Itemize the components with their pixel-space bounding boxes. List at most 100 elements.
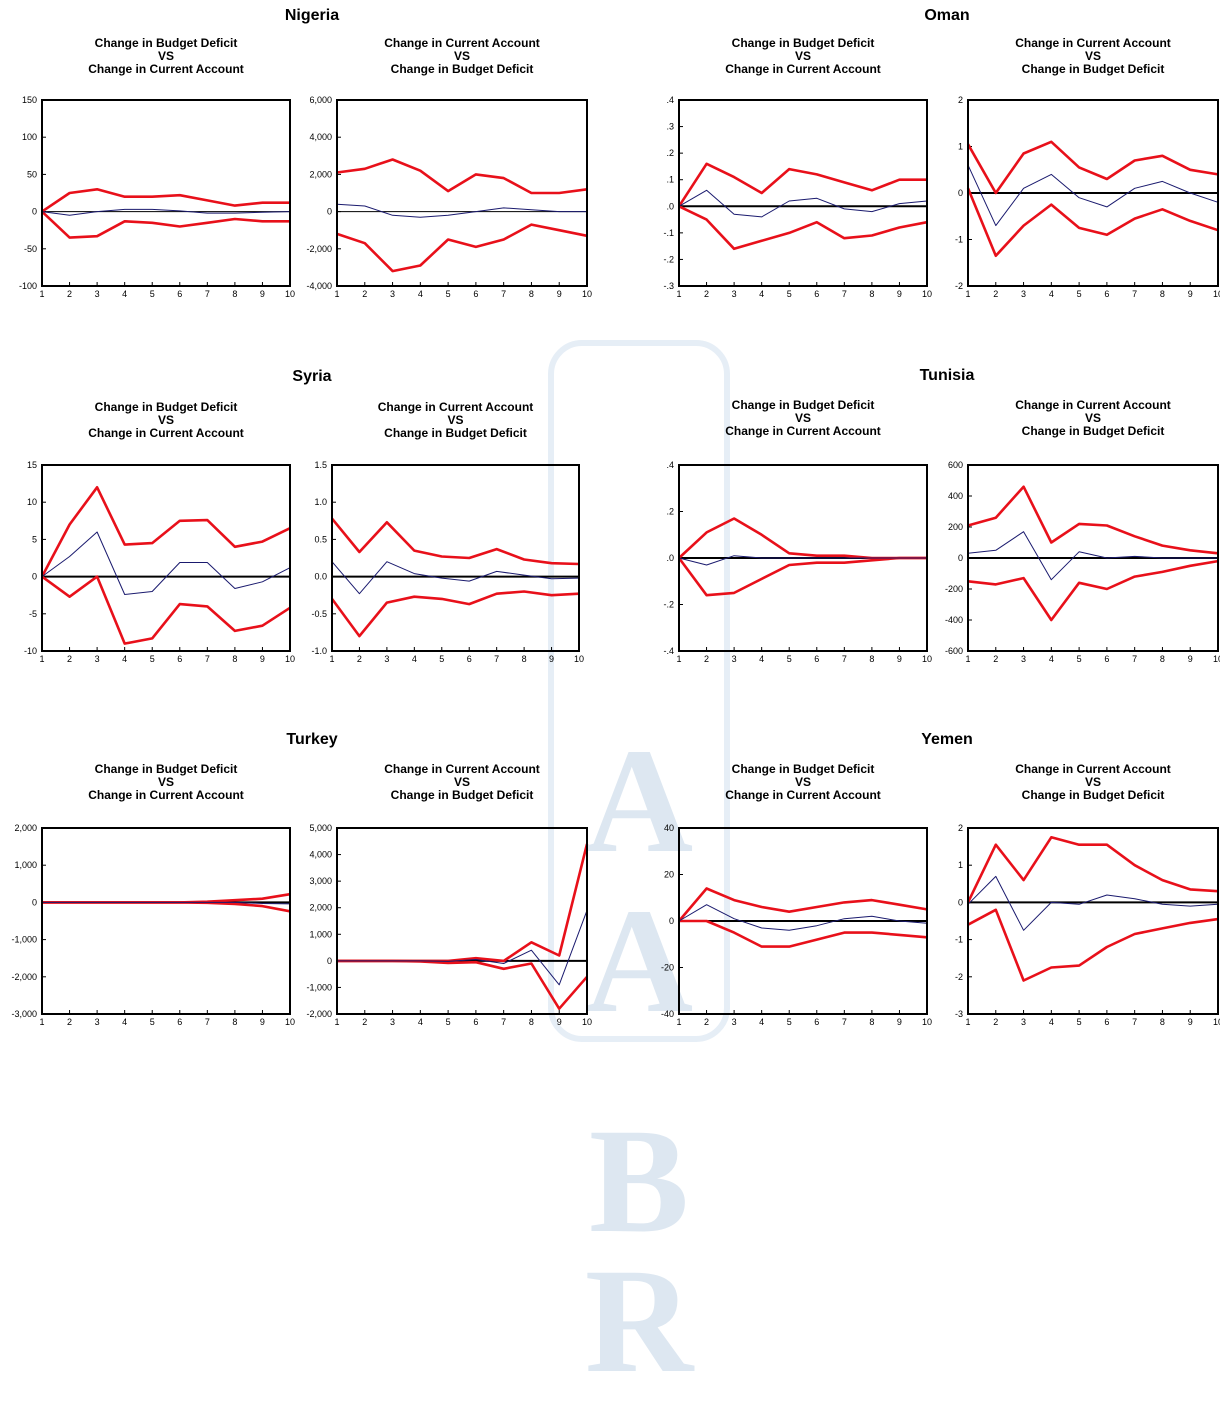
x-tick-label: 8 — [1160, 289, 1165, 299]
x-tick-label: 6 — [1104, 289, 1109, 299]
x-tick-label: 10 — [922, 1017, 932, 1027]
x-tick-label: 10 — [922, 289, 932, 299]
x-tick-label: 5 — [1077, 654, 1082, 664]
x-tick-label: 8 — [869, 654, 874, 664]
x-tick-label: 9 — [897, 289, 902, 299]
y-tick-label: .2 — [666, 507, 674, 517]
x-tick-label: 8 — [232, 289, 237, 299]
chart-plot: .4 .3 .2 .1 .0 -.1 -.2 -.31 2 3 4 5 6 7 8 9 10 — [663, 95, 932, 299]
y-tick-label: 2,000 — [309, 169, 332, 179]
y-tick-label: -2 — [955, 281, 963, 291]
chart-title: Change in Current Account VS Change in B… — [384, 762, 540, 802]
y-tick-label: 2 — [958, 823, 963, 833]
x-tick-label: 8 — [869, 1017, 874, 1027]
chart-title: Change in Current Account VS Change in B… — [384, 36, 540, 76]
y-tick-label: 200 — [948, 522, 963, 532]
impulse-response-line — [337, 910, 588, 986]
x-tick-label: 8 — [232, 654, 237, 664]
x-tick-label: 8 — [529, 1017, 534, 1027]
y-tick-label: 2,000 — [14, 823, 37, 833]
plot-frame — [331, 464, 580, 652]
x-tick-label: 3 — [732, 289, 737, 299]
x-tick-label: 2 — [67, 289, 72, 299]
x-tick-label: 2 — [993, 654, 998, 664]
y-tick-label: 1,000 — [14, 860, 37, 870]
y-tick-label: 0 — [327, 207, 332, 217]
x-tick-label: 4 — [122, 1017, 127, 1027]
y-tick-label: -10 — [24, 646, 37, 656]
x-tick-label: 1 — [965, 1017, 970, 1027]
y-tick-label: 150 — [22, 95, 37, 105]
plot-frame — [967, 827, 1219, 1015]
x-tick-label: 5 — [150, 289, 155, 299]
y-tick-label: 1.5 — [314, 460, 327, 470]
x-tick-label: 10 — [285, 289, 295, 299]
lower-confidence-line — [42, 901, 291, 913]
x-tick-label: 8 — [529, 289, 534, 299]
y-tick-label: 1 — [958, 142, 963, 152]
x-tick-label: 4 — [759, 1017, 764, 1027]
x-tick-label: 3 — [732, 654, 737, 664]
x-tick-label: 1 — [334, 1017, 339, 1027]
x-tick-label: 3 — [95, 654, 100, 664]
y-tick-label: 0 — [958, 553, 963, 563]
x-tick-label: 7 — [842, 289, 847, 299]
y-tick-label: 400 — [948, 491, 963, 501]
x-tick-label: 4 — [1049, 654, 1054, 664]
x-tick-label: 8 — [522, 654, 527, 664]
y-tick-label: -.3 — [663, 281, 674, 291]
x-tick-label: 7 — [501, 1017, 506, 1027]
y-tick-label: .0 — [666, 553, 674, 563]
lower-confidence-line — [967, 908, 1219, 982]
y-tick-label: 6,000 — [309, 95, 332, 105]
upper-confidence-line — [966, 836, 1219, 903]
y-tick-label: 5 — [32, 534, 37, 544]
plot-frame — [678, 99, 928, 287]
x-tick-label: 4 — [418, 1017, 423, 1027]
chart-title: Change in Current Account VS Change in B… — [1015, 762, 1171, 802]
plot-frame — [41, 827, 291, 1015]
chart-title: Change in Budget Deficit VS Change in Cu… — [725, 36, 881, 76]
impulse-response-line — [967, 164, 1219, 227]
y-tick-label: -3,000 — [11, 1009, 37, 1019]
x-tick-label: 9 — [557, 1017, 562, 1027]
x-tick-label: 5 — [446, 289, 451, 299]
watermark-letter: B — [588, 1098, 690, 1264]
upper-confidence-line — [330, 517, 580, 566]
y-tick-label: -1.0 — [311, 646, 327, 656]
y-tick-label: -3 — [955, 1009, 963, 1019]
x-tick-label: 8 — [232, 1017, 237, 1027]
x-tick-label: 2 — [67, 1017, 72, 1027]
x-tick-label: 6 — [177, 654, 182, 664]
x-tick-label: 2 — [704, 289, 709, 299]
y-tick-label: -4,000 — [306, 281, 332, 291]
y-tick-label: 100 — [22, 132, 37, 142]
country-title: Oman — [924, 7, 970, 24]
y-tick-label: 4,000 — [309, 850, 332, 860]
x-tick-label: 3 — [1021, 654, 1026, 664]
y-tick-label: 20 — [664, 870, 674, 880]
y-tick-label: .2 — [666, 148, 674, 158]
plot-frame — [336, 827, 588, 1015]
y-tick-label: 0 — [32, 207, 37, 217]
x-tick-label: 7 — [501, 289, 506, 299]
x-tick-label: 1 — [965, 289, 970, 299]
y-tick-label: -1,000 — [11, 935, 37, 945]
x-tick-label: 5 — [1077, 289, 1082, 299]
x-tick-label: 8 — [869, 289, 874, 299]
x-tick-label: 10 — [1213, 654, 1220, 664]
country-title: Turkey — [286, 731, 338, 748]
x-tick-label: 6 — [814, 654, 819, 664]
y-tick-label: 0.0 — [314, 572, 327, 582]
chart-title: Change in Current Account VS Change in B… — [377, 400, 534, 440]
country-title: Yemen — [921, 731, 973, 748]
x-tick-label: 9 — [1188, 1017, 1193, 1027]
impulse-response-line — [678, 555, 927, 566]
x-tick-label: 2 — [362, 289, 367, 299]
x-tick-label: 2 — [704, 654, 709, 664]
x-tick-label: 1 — [39, 1017, 44, 1027]
x-tick-label: 9 — [1188, 654, 1193, 664]
x-tick-label: 6 — [177, 289, 182, 299]
impulse-response-line — [336, 203, 587, 218]
